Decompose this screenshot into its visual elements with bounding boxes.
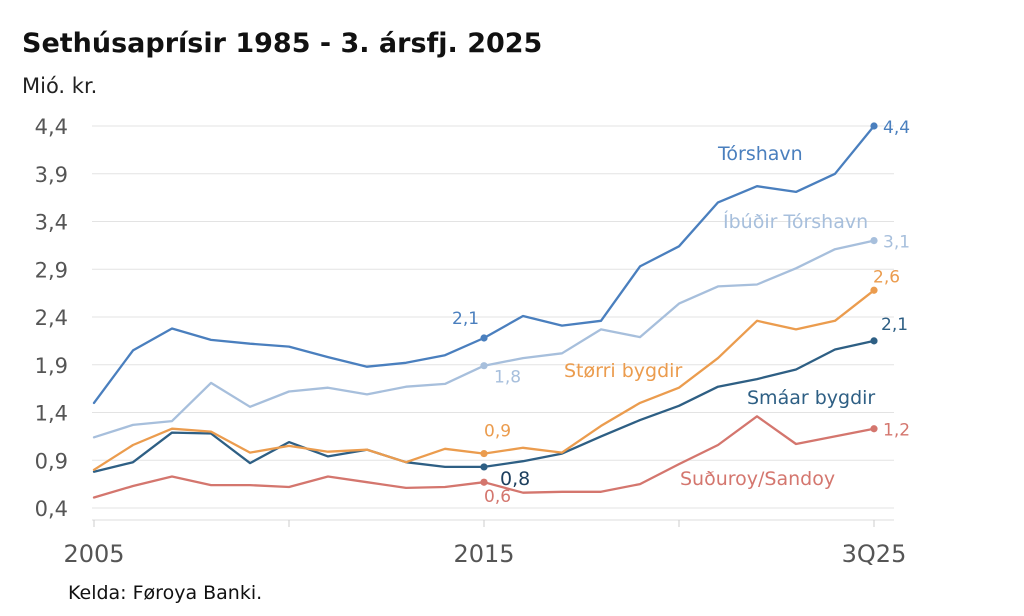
y-tick-label: 1,4 xyxy=(35,402,68,426)
series-lines xyxy=(92,124,876,499)
gridlines xyxy=(92,125,894,509)
data-point-marker xyxy=(870,337,878,345)
data-point-marker xyxy=(480,334,488,342)
data-point-marker xyxy=(870,237,878,245)
x-tick-label: 2015 xyxy=(453,540,514,568)
series-points xyxy=(480,122,878,486)
y-tick-label: 0,9 xyxy=(35,449,68,473)
data-label: 2,1 xyxy=(881,315,908,335)
source-note: Kelda: Føroya Banki. xyxy=(68,582,263,604)
series-name-label: Smáar bygdir xyxy=(747,387,875,409)
y-axis-unit: Mió. kr. xyxy=(22,74,98,98)
data-point-marker xyxy=(480,478,488,486)
data-point-marker xyxy=(480,362,488,370)
y-tick-label: 4,4 xyxy=(35,115,68,139)
series-name-label: Tórshavn xyxy=(717,143,803,165)
data-point-marker xyxy=(870,286,878,294)
data-label: 4,4 xyxy=(883,118,910,138)
data-label: 2,6 xyxy=(873,267,900,287)
y-axis: 4,4 3,9 3,4 2,9 2,4 1,9 1,4 0,9 0,4 xyxy=(35,115,68,521)
y-tick-label: 3,4 xyxy=(35,211,68,235)
y-tick-label: 3,9 xyxy=(35,163,68,187)
data-point-marker xyxy=(480,463,488,471)
series-name-label: Størri bygdir xyxy=(564,360,682,382)
x-tick-label: 3Q25 xyxy=(842,540,907,568)
y-tick-label: 2,9 xyxy=(35,258,68,282)
series-name-label: Íbúðir Tórshavn xyxy=(723,210,868,233)
series-name-label: Suðuroy/Sandoy xyxy=(680,468,835,490)
series-labels: 0,6 1,2 Suðuroy/Sandoy 0,8 2,1 Smáar bygdir 0,… xyxy=(452,118,910,507)
x-axis: 2005 2015 3Q25 xyxy=(63,519,907,568)
x-tick-label: 2005 xyxy=(63,540,124,568)
data-label: 0,6 xyxy=(484,487,511,507)
data-label: 3,1 xyxy=(883,233,910,253)
data-label: 2,1 xyxy=(452,309,479,329)
data-point-marker xyxy=(870,425,878,433)
data-point-marker xyxy=(480,449,488,458)
y-tick-label: 1,9 xyxy=(35,354,68,378)
data-point-marker xyxy=(870,122,878,130)
chart-title: Sethúsaprísir 1985 - 3. ársfj. 2025 xyxy=(22,28,543,59)
data-label: 0,9 xyxy=(484,422,511,442)
y-tick-label: 0,4 xyxy=(35,497,68,521)
series-line-0 xyxy=(92,124,876,405)
y-tick-label: 2,4 xyxy=(35,306,68,330)
data-label: 1,8 xyxy=(494,368,521,388)
data-label: 0,8 xyxy=(500,468,530,490)
data-label: 1,2 xyxy=(883,421,910,441)
